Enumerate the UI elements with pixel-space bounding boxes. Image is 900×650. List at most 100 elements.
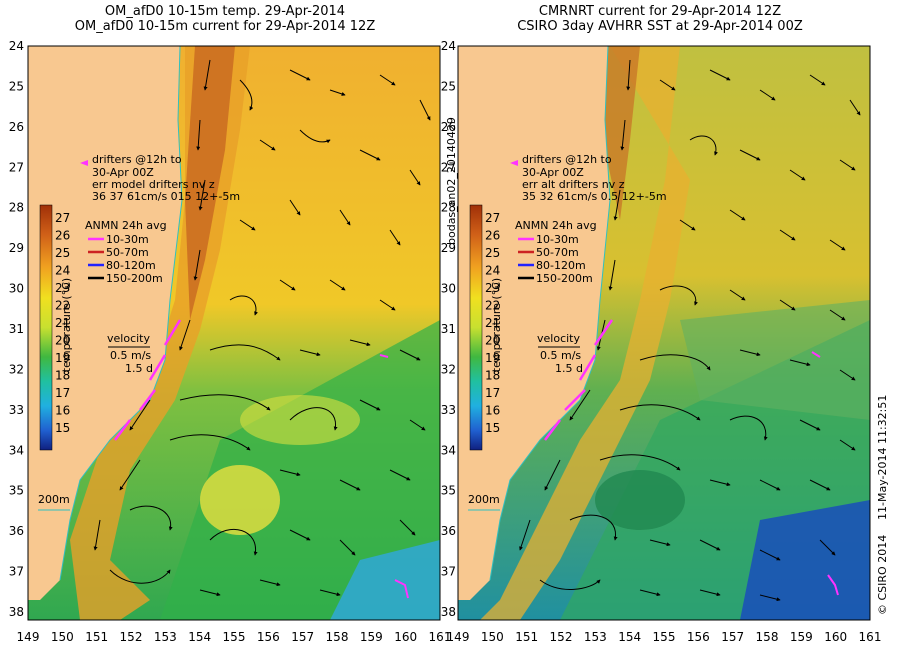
right-depth-3: 80-120m [536,259,586,272]
lon-tick-left: 160 [394,630,417,644]
lat-tick-right: 37 [441,565,456,579]
colorbar-tick-left: 16 [55,404,70,418]
right-warm-band [480,46,690,620]
lat-tick-left: 34 [9,443,24,457]
lon-tick-right: 159 [790,630,813,644]
left-drifter-tracks [379,354,409,599]
lon-tick-left: 150 [51,630,74,644]
colorbar-tick-left: 18 [55,369,70,383]
colorbar-tick-right: 21 [485,316,500,330]
left-drifters-date: 30-Apr 00Z [92,166,154,179]
lon-tick-right: 149 [447,630,470,644]
left-panel-title: OM_afD0 10-15m temp. 29-Apr-2014 OM_afD0… [10,4,440,34]
lon-tick-right: 156 [687,630,710,644]
lon-tick-left: 156 [257,630,280,644]
colorbar-tick-left: 27 [55,211,70,225]
right-drifters-title: drifters @12h to [522,153,612,166]
lon-tick-right: 153 [584,630,607,644]
colorbar-tick-right: 20 [485,334,500,348]
left-velocity-time: 1.5 d [125,362,153,375]
lat-tick-left: 24 [9,39,24,53]
left-map [27,45,441,621]
left-err-values: 36 37 61cm/s 015 12+-5m [92,190,240,203]
colorbar-tick-left: 23 [55,281,70,295]
colorbar-tick-left: 20 [55,334,70,348]
left-depth-2: 50-70m [106,246,149,259]
right-anmn-title: ANMN 24h avg [515,219,597,232]
lon-tick-right: 152 [550,630,573,644]
left-title-line2: OM_afD0 10-15m current for 29-Apr-2014 1… [74,19,376,34]
lat-tick-right: 35 [441,484,456,498]
left-cool-region [160,320,440,620]
right-err-values: 35 32 61cm/s 0.5 12+-5m [522,190,667,203]
left-mooring-arrows [114,319,182,441]
lat-tick-right: 29 [441,241,456,255]
right-err-header: err alt drifters nv z [522,178,625,191]
lat-tick-left: 37 [9,565,24,579]
right-drifter-tracks [811,351,839,596]
right-map [457,45,871,621]
lon-tick-left: 158 [326,630,349,644]
lat-tick-right: 30 [441,282,456,296]
lat-tick-left: 27 [9,160,24,174]
right-velocity-time: 1.5 d [555,362,583,375]
right-isobath [489,45,611,581]
lat-tick-left: 25 [9,79,24,93]
left-map-frame [27,45,441,621]
left-err-header: err model drifters nv z [92,178,215,191]
right-temperature-label: temperature (°C) [490,278,503,372]
lon-tick-right: 157 [721,630,744,644]
colorbar-tick-right: 22 [485,299,500,313]
lat-tick-right: 24 [441,39,456,53]
left-land [28,46,182,600]
lat-tick-left: 36 [9,524,24,538]
timestamp-label: 11-May-2014 11:32:51 [876,395,889,520]
lat-tick-right: 33 [441,403,456,417]
colorbar-tick-left: 22 [55,299,70,313]
lon-tick-left: 155 [223,630,246,644]
lat-tick-left: 31 [9,322,24,336]
left-velocity-speed: 0.5 m/s [110,349,151,362]
left-depth-3: 80-120m [106,259,156,272]
right-legend-arrows [510,160,580,348]
left-legend-arrows [80,160,150,348]
right-depth-1: 10-30m [536,233,579,246]
colorbar-tick-right: 23 [485,281,500,295]
lat-tick-right: 36 [441,524,456,538]
colorbar-tick-right: 19 [485,351,500,365]
right-velocity-speed: 0.5 m/s [540,349,581,362]
left-title-line1: OM_afD0 10-15m temp. 29-Apr-2014 [104,4,346,19]
copyright-label: © CSIRO 2014 [876,535,889,615]
colorbar-tick-right: 25 [485,246,500,260]
colorbar-tick-right: 17 [485,386,500,400]
left-anmn-title: ANMN 24h avg [85,219,167,232]
lon-tick-right: 155 [653,630,676,644]
colorbar-tick-labels: 27 27 26 26 25 25 24 24 23 23 22 22 21 21 20 20 19 19 18 18… [55,211,500,435]
colorbar-tick-right: 26 [485,229,500,243]
lat-tick-right: 25 [441,79,456,93]
right-panel-title: CMRNRT current for 29-Apr-2014 12Z CSIRO… [445,4,875,34]
left-depth-4: 150-200m [106,272,163,285]
colorbar-tick-left: 19 [55,351,70,365]
right-velocity-vectors [519,59,861,602]
left-colorbar-ramp [39,204,53,451]
right-cold-eddy [595,470,685,530]
left-velocity-vectors [93,59,431,597]
lon-tick-left: 151 [85,630,108,644]
lon-tick-left: 159 [360,630,383,644]
colorbar-tick-left: 26 [55,229,70,243]
colorbar-tick-left: 15 [55,421,70,435]
right-colorbar-ramp [469,204,483,451]
source-id-label: bodas_an02_20140429 [445,117,458,245]
lon-tick-left: 161 [429,630,452,644]
right-colorbar [469,204,483,451]
left-eddy-warm [200,465,280,535]
lat-tick-right: 31 [441,322,456,336]
left-colorbar [39,204,53,451]
right-isobath-label: 200m [468,493,500,506]
colorbar-tick-right: 24 [485,264,500,278]
colorbar-tick-left: 25 [55,246,70,260]
lat-tick-right: 26 [441,120,456,134]
lon-tick-left: 152 [120,630,143,644]
right-mid-region [680,300,870,420]
